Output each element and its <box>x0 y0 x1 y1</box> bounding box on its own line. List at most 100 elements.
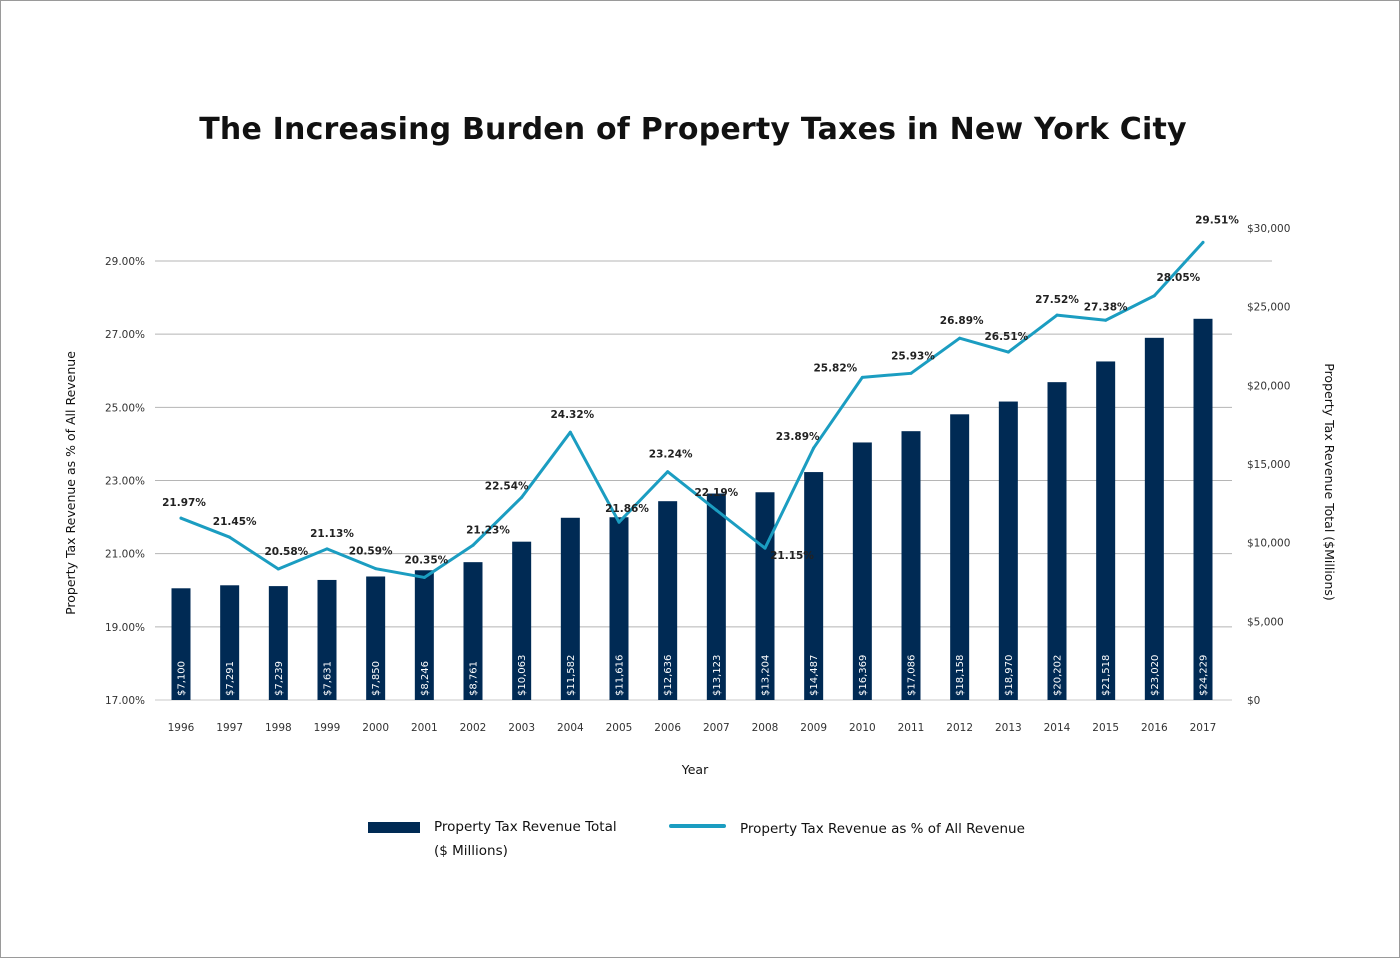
point-label-1998: 20.58% <box>264 546 308 558</box>
bar-label-1999: $7,631 <box>323 661 334 696</box>
x-tick-label: 2012 <box>946 722 973 734</box>
right-tick-label: $30,000 <box>1247 223 1290 235</box>
x-tick-label: 1999 <box>314 722 341 734</box>
line-point-2011 <box>909 371 913 375</box>
point-label-2000: 20.59% <box>349 546 393 558</box>
bar-label-2009: $14,487 <box>809 655 820 696</box>
x-tick-label: 2013 <box>995 722 1022 734</box>
x-tick-label: 2016 <box>1141 722 1168 734</box>
x-tick-label: 2002 <box>460 722 487 734</box>
line-point-2009 <box>812 446 816 450</box>
legend-item-bar: Property Tax Revenue Total ($ Millions) <box>434 815 617 863</box>
left-tick-label: 27.00% <box>105 329 145 341</box>
bar-2012 <box>950 414 970 700</box>
right-tick-label: $15,000 <box>1247 459 1290 471</box>
legend-bar-swatch <box>368 822 420 833</box>
line-point-1999 <box>325 547 329 551</box>
line-point-2013 <box>1006 350 1010 354</box>
bar-label-2014: $20,202 <box>1053 655 1064 696</box>
point-label-2007: 22.19% <box>694 487 738 499</box>
right-axis-title: Property Tax Revenue Total ($Millions) <box>1322 363 1337 601</box>
left-tick-label: 19.00% <box>105 622 145 634</box>
bar-label-1996: $7,100 <box>177 661 188 696</box>
left-axis-title: Property Tax Revenue as % of All Revenue <box>63 351 78 615</box>
line-point-2005 <box>617 520 621 524</box>
bar-2016 <box>1144 337 1164 700</box>
x-tick-label: 2004 <box>557 722 584 734</box>
bar-label-2013: $18,970 <box>1004 655 1015 696</box>
x-tick-label: 2017 <box>1190 722 1217 734</box>
x-tick-label: 2007 <box>703 722 730 734</box>
left-axis-ticks: 17.00% 19.00% 21.00% 23.00% 25.00% 27.00% 29.0… <box>105 256 145 707</box>
line-point-2008 <box>763 546 767 550</box>
point-label-2015: 27.38% <box>1084 301 1128 313</box>
bar-2004 <box>560 517 580 700</box>
x-tick-label: 2005 <box>606 722 633 734</box>
line-point-2016 <box>1152 294 1156 298</box>
x-tick-label: 2006 <box>654 722 681 734</box>
bar-2015 <box>1096 361 1116 700</box>
right-tick-label: $5,000 <box>1247 616 1284 628</box>
line-path <box>179 240 1205 579</box>
line-point-2004 <box>568 430 572 434</box>
bar-1999 <box>317 579 337 700</box>
x-axis-ticks: 1996 1997 1998 1999 2000 2001 2002 2003 2004 2005… <box>168 722 1217 734</box>
bar-label-2008: $13,204 <box>761 655 772 696</box>
line-point-2001 <box>422 575 426 579</box>
line-point-2017 <box>1201 240 1205 244</box>
point-label-1996: 21.97% <box>162 497 206 509</box>
line-point-1997 <box>228 535 232 539</box>
bar-2010 <box>852 442 872 700</box>
x-tick-label: 1998 <box>265 722 292 734</box>
point-label-2002: 21.23% <box>466 524 510 536</box>
line-series <box>179 240 1205 579</box>
right-axis-ticks: $0 $5,000 $10,000 $15,000 $20,000 $25,000 $30,… <box>1247 223 1290 707</box>
point-label-2008: 21.15% <box>770 550 814 562</box>
line-point-2007 <box>714 508 718 512</box>
point-label-2012: 26.89% <box>940 315 984 327</box>
bar-2013 <box>998 401 1018 700</box>
point-label-2001: 20.35% <box>404 554 448 566</box>
left-tick-label: 29.00% <box>105 256 145 268</box>
bar-2005 <box>609 517 629 700</box>
x-tick-label: 2001 <box>411 722 438 734</box>
x-tick-label: 2009 <box>800 722 827 734</box>
x-tick-label: 1997 <box>216 722 243 734</box>
x-axis-title: Year <box>681 762 709 777</box>
line-point-1998 <box>276 567 280 571</box>
point-label-2009: 23.89% <box>776 431 820 443</box>
point-label-2004: 24.32% <box>550 409 594 421</box>
right-tick-label: $10,000 <box>1247 538 1290 550</box>
bar-label-2015: $21,518 <box>1101 655 1112 696</box>
point-label-2010: 25.82% <box>813 362 857 374</box>
line-point-1996 <box>179 516 183 520</box>
bar-2007 <box>706 493 726 700</box>
x-tick-label: 1996 <box>168 722 195 734</box>
legend-line-label: Property Tax Revenue as % of All Revenue <box>740 821 1025 837</box>
left-tick-label: 23.00% <box>105 476 145 488</box>
left-tick-label: 25.00% <box>105 402 145 414</box>
bar-label-2011: $17,086 <box>907 655 918 696</box>
bar-2006 <box>658 501 678 700</box>
bar-label-2001: $8,246 <box>420 661 431 696</box>
x-tick-label: 2015 <box>1092 722 1119 734</box>
line-point-2002 <box>471 543 475 547</box>
point-label-1999: 21.13% <box>310 528 354 540</box>
bar-1998 <box>268 586 288 700</box>
legend-item-line: Property Tax Revenue as % of All Revenue <box>740 817 1025 841</box>
right-tick-label: $25,000 <box>1247 302 1290 314</box>
point-label-2014: 27.52% <box>1035 294 1079 306</box>
bar-2011 <box>901 431 921 700</box>
bar-label-1998: $7,239 <box>274 661 285 696</box>
point-label-1997: 21.45% <box>213 516 257 528</box>
line-point-2000 <box>374 567 378 571</box>
line-point-2012 <box>958 336 962 340</box>
left-tick-label: 17.00% <box>105 695 145 707</box>
bar-label-2005: $11,616 <box>615 655 626 696</box>
bar-label-2017: $24,229 <box>1199 655 1210 696</box>
legend-bar-label-line1: Property Tax Revenue Total <box>434 819 617 835</box>
bar-2014 <box>1047 382 1067 700</box>
bar-2009 <box>804 472 824 700</box>
